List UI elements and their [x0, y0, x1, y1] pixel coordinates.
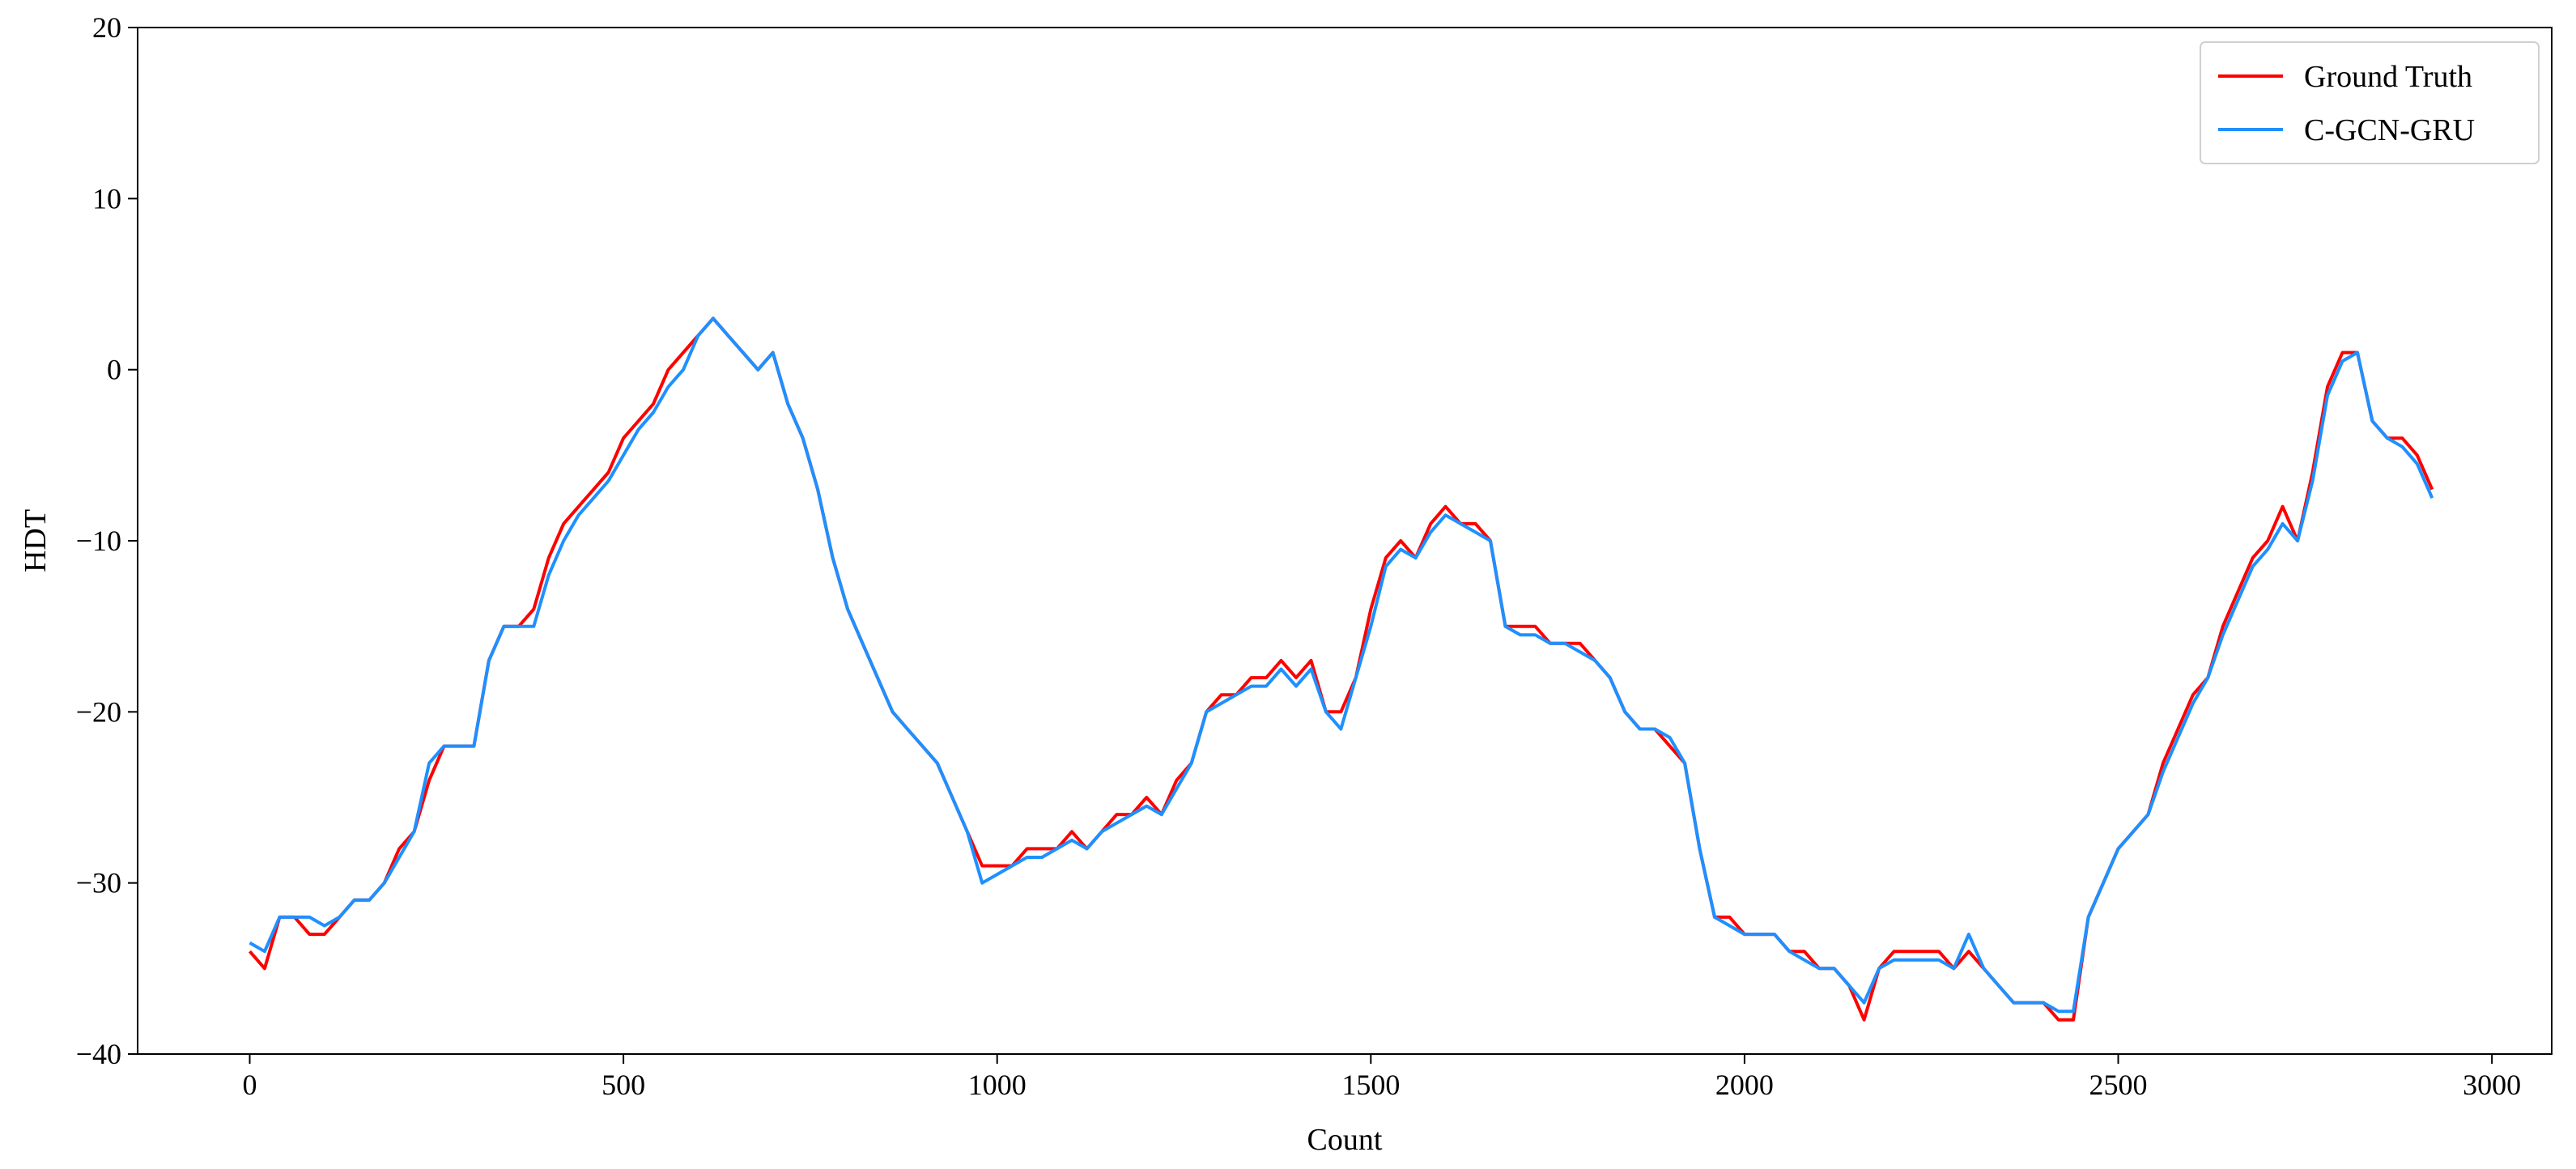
y-tick-label: 10: [92, 182, 121, 215]
y-tick-label: 20: [92, 11, 121, 44]
series-line-ground-truth: [248, 317, 2434, 1022]
legend-label: Ground Truth: [2304, 60, 2472, 94]
x-tick-label: 2000: [1715, 1069, 1774, 1101]
y-tick-label: −10: [76, 525, 121, 557]
x-tick-label: 1000: [968, 1069, 1027, 1101]
y-tick-label: 0: [107, 354, 121, 386]
y-tick-label: −20: [76, 695, 121, 728]
series-layer: [248, 317, 2434, 1022]
plot-frame: [137, 27, 2553, 1055]
x-tick-label: 1500: [1341, 1069, 1400, 1101]
x-tick-label: 3000: [2463, 1069, 2521, 1101]
series-line-c-gcn-gru: [249, 317, 2434, 1014]
y-tick-label: −30: [76, 867, 121, 899]
legend: Ground Truth C-GCN-GRU: [2200, 41, 2540, 164]
x-tick-label: 500: [601, 1069, 645, 1101]
x-tick-label: 2500: [2089, 1069, 2148, 1101]
y-tick-label: −40: [76, 1038, 121, 1070]
x-axis-title: Count: [1307, 1123, 1383, 1157]
x-axis: 0 500 1000 1500 2000 2500 3000: [242, 1054, 2521, 1101]
x-tick-label: 0: [242, 1069, 257, 1101]
y-axis-title: HDT: [19, 509, 53, 572]
legend-box: [2200, 41, 2540, 164]
legend-label: C-GCN-GRU: [2304, 113, 2475, 147]
y-axis: −40 −30 −20 −10 0 10 20: [76, 11, 138, 1070]
